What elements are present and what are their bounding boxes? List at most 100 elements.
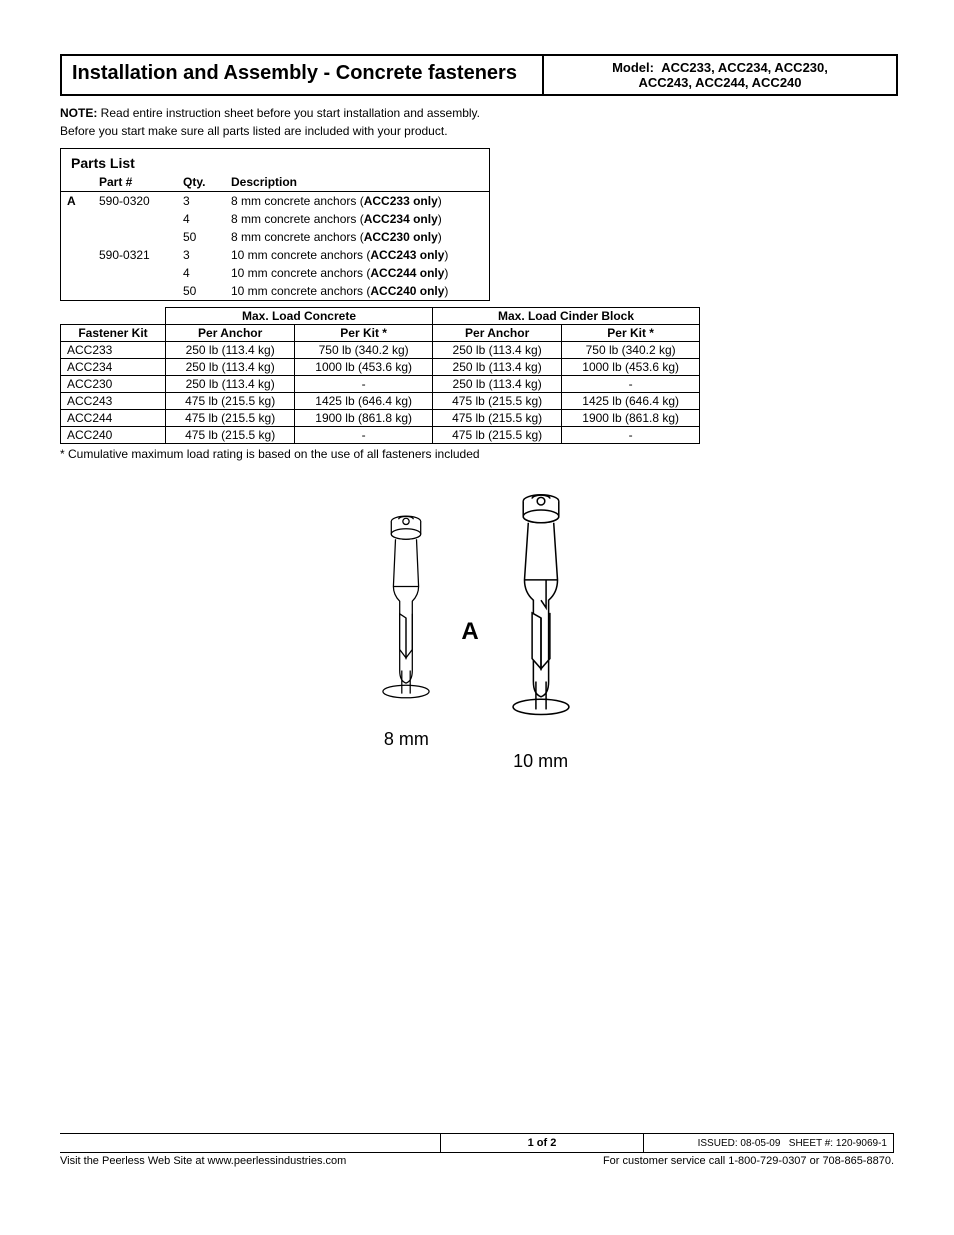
parts-qty: 4 xyxy=(177,264,225,282)
anchor-10mm-icon xyxy=(501,491,581,745)
parts-a xyxy=(61,228,94,246)
anchor-8mm-figure: 8 mm xyxy=(373,513,439,750)
load-c-kit: 1000 lb (453.6 kg) xyxy=(295,359,433,376)
load-b-kit: - xyxy=(562,427,700,444)
load-kit: ACC240 xyxy=(61,427,166,444)
anchor-8mm-icon xyxy=(373,513,439,723)
parts-row: 48 mm concrete anchors (ACC234 only) xyxy=(61,210,490,228)
parts-qty: 50 xyxy=(177,228,225,246)
footer-web: Visit the Peerless Web Site at www.peerl… xyxy=(60,1155,346,1167)
footer-blank xyxy=(60,1134,441,1153)
parts-partnum xyxy=(93,210,177,228)
load-b-anchor: 250 lb (113.4 kg) xyxy=(432,376,561,393)
load-c-kit: 750 lb (340.2 kg) xyxy=(295,342,433,359)
footer-sheet-text: SHEET #: 120-9069-1 xyxy=(789,1138,887,1149)
load-footnote: * Cumulative maximum load rating is base… xyxy=(60,447,894,461)
load-row: ACC243475 lb (215.5 kg)1425 lb (646.4 kg… xyxy=(61,393,700,410)
parts-a xyxy=(61,282,94,301)
figure-label-a: A xyxy=(461,618,478,646)
footer-table: 1 of 2 ISSUED: 08-05-09 SHEET #: 120-906… xyxy=(60,1133,894,1153)
load-row: ACC234250 lb (113.4 kg)1000 lb (453.6 kg… xyxy=(61,359,700,376)
parts-partnum xyxy=(93,282,177,301)
load-c-anchor: 250 lb (113.4 kg) xyxy=(166,376,295,393)
parts-row: 5010 mm concrete anchors (ACC240 only) xyxy=(61,282,490,301)
load-b-kit: 750 lb (340.2 kg) xyxy=(562,342,700,359)
anchor-10mm-figure: 10 mm xyxy=(501,491,581,772)
parts-partnum xyxy=(93,228,177,246)
parts-desc: 8 mm concrete anchors (ACC233 only) xyxy=(225,192,490,211)
parts-desc: 10 mm concrete anchors (ACC240 only) xyxy=(225,282,490,301)
load-row: ACC244475 lb (215.5 kg)1900 lb (861.8 kg… xyxy=(61,410,700,427)
load-c-anchor: 250 lb (113.4 kg) xyxy=(166,342,295,359)
load-c-kit: 1425 lb (646.4 kg) xyxy=(295,393,433,410)
parts-row: 590-0321310 mm concrete anchors (ACC243 … xyxy=(61,246,490,264)
parts-row: 410 mm concrete anchors (ACC244 only) xyxy=(61,264,490,282)
parts-a xyxy=(61,246,94,264)
model-line2: ACC243, ACC244, ACC240 xyxy=(638,75,801,90)
parts-row: 508 mm concrete anchors (ACC230 only) xyxy=(61,228,490,246)
load-head-cinder: Max. Load Cinder Block xyxy=(432,308,699,325)
model-line1: ACC233, ACC234, ACC230, xyxy=(661,60,828,75)
note-line-2: Before you start make sure all parts lis… xyxy=(60,124,894,138)
note-text: Read entire instruction sheet before you… xyxy=(97,106,480,120)
parts-partnum: 590-0320 xyxy=(93,192,177,211)
parts-partnum: 590-0321 xyxy=(93,246,177,264)
parts-desc: 8 mm concrete anchors (ACC230 only) xyxy=(225,228,490,246)
model-label: Model: xyxy=(612,60,654,75)
load-c-kit: - xyxy=(295,427,433,444)
footer-service: For customer service call 1-800-729-0307… xyxy=(603,1155,894,1167)
load-c-anchor: 475 lb (215.5 kg) xyxy=(166,393,295,410)
parts-desc: 10 mm concrete anchors (ACC243 only) xyxy=(225,246,490,264)
load-kit: ACC244 xyxy=(61,410,166,427)
load-b-anchor: 475 lb (215.5 kg) xyxy=(432,427,561,444)
load-kit: ACC230 xyxy=(61,376,166,393)
note-bold: NOTE: xyxy=(60,106,97,120)
caption-10mm: 10 mm xyxy=(501,751,581,772)
parts-qty: 3 xyxy=(177,246,225,264)
load-b-kit: - xyxy=(562,376,700,393)
parts-head-blank xyxy=(61,173,94,192)
load-head-b-kit: Per Kit * xyxy=(562,325,700,342)
parts-table: Parts List Part # Qty. Description A590-… xyxy=(60,148,490,301)
load-head-kit: Fastener Kit xyxy=(61,325,166,342)
doc-title: Installation and Assembly - Concrete fas… xyxy=(62,56,542,94)
parts-row: A590-032038 mm concrete anchors (ACC233 … xyxy=(61,192,490,211)
parts-qty: 50 xyxy=(177,282,225,301)
caption-8mm: 8 mm xyxy=(373,729,439,750)
load-head-b-anchor: Per Anchor xyxy=(432,325,561,342)
load-b-kit: 1425 lb (646.4 kg) xyxy=(562,393,700,410)
parts-title: Parts List xyxy=(61,149,490,174)
load-b-kit: 1000 lb (453.6 kg) xyxy=(562,359,700,376)
parts-desc: 8 mm concrete anchors (ACC234 only) xyxy=(225,210,490,228)
load-head-c-anchor: Per Anchor xyxy=(166,325,295,342)
load-c-kit: 1900 lb (861.8 kg) xyxy=(295,410,433,427)
load-b-anchor: 250 lb (113.4 kg) xyxy=(432,359,561,376)
load-table: Max. Load Concrete Max. Load Cinder Bloc… xyxy=(60,307,700,444)
parts-a xyxy=(61,210,94,228)
footer-issued: ISSUED: 08-05-09 SHEET #: 120-9069-1 xyxy=(644,1134,894,1153)
load-c-anchor: 475 lb (215.5 kg) xyxy=(166,410,295,427)
load-b-anchor: 475 lb (215.5 kg) xyxy=(432,410,561,427)
load-head-c-kit: Per Kit * xyxy=(295,325,433,342)
parts-desc: 10 mm concrete anchors (ACC244 only) xyxy=(225,264,490,282)
load-c-kit: - xyxy=(295,376,433,393)
load-row: ACC240475 lb (215.5 kg)-475 lb (215.5 kg… xyxy=(61,427,700,444)
note-line-1: NOTE: Read entire instruction sheet befo… xyxy=(60,106,894,120)
footer-page: 1 of 2 xyxy=(441,1134,644,1153)
load-b-anchor: 250 lb (113.4 kg) xyxy=(432,342,561,359)
header-bar: Installation and Assembly - Concrete fas… xyxy=(60,54,898,96)
load-b-kit: 1900 lb (861.8 kg) xyxy=(562,410,700,427)
load-row: ACC233250 lb (113.4 kg)750 lb (340.2 kg)… xyxy=(61,342,700,359)
load-kit: ACC243 xyxy=(61,393,166,410)
model-block: Model: ACC233, ACC234, ACC230, ACC243, A… xyxy=(542,56,896,94)
load-head-concrete: Max. Load Concrete xyxy=(166,308,433,325)
load-kit: ACC233 xyxy=(61,342,166,359)
footer: 1 of 2 ISSUED: 08-05-09 SHEET #: 120-906… xyxy=(60,1133,894,1167)
parts-head-part: Part # xyxy=(93,173,177,192)
footer-issued-text: ISSUED: 08-05-09 xyxy=(698,1138,781,1149)
parts-head-qty: Qty. xyxy=(177,173,225,192)
load-blank xyxy=(61,308,166,325)
load-row: ACC230250 lb (113.4 kg)-250 lb (113.4 kg… xyxy=(61,376,700,393)
figure-area: 8 mm A xyxy=(60,491,894,772)
parts-qty: 4 xyxy=(177,210,225,228)
